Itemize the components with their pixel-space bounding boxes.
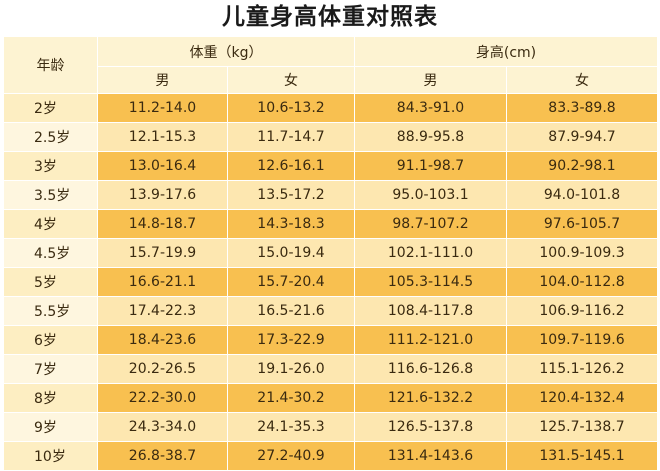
height-male-cell: 102.1-111.0 [354, 238, 507, 268]
height-female-cell: 131.5-145.1 [505, 441, 659, 471]
weight-female-cell: 19.1-26.0 [227, 354, 355, 384]
height-female-cell: 90.2-98.1 [505, 151, 659, 181]
height-male-cell: 111.2-121.0 [354, 325, 507, 355]
weight-female-cell: 27.2-40.9 [227, 441, 355, 471]
weight-male-header: 男 [97, 66, 228, 94]
weight-female-header: 女 [227, 66, 355, 94]
table-row: 3.5岁 13.9-17.6 13.5-17.2 95.0-103.1 94.0-101… [3, 180, 659, 210]
height-male-cell: 105.3-114.5 [354, 267, 507, 297]
height-male-cell: 84.3-91.0 [354, 93, 507, 123]
weight-female-cell: 10.6-13.2 [227, 93, 355, 123]
weight-female-cell: 21.4-30.2 [227, 383, 355, 413]
height-female-cell: 104.0-112.8 [505, 267, 659, 297]
weight-female-cell: 12.6-16.1 [227, 151, 355, 181]
height-female-cell: 100.9-109.3 [505, 238, 659, 268]
height-male-cell: 91.1-98.7 [354, 151, 507, 181]
weight-male-cell: 18.4-23.6 [97, 325, 228, 355]
table-row: 10岁 26.8-38.7 27.2-40.9 131.4-143.6 131.5-14… [3, 441, 659, 471]
height-female-cell: 94.0-101.8 [505, 180, 659, 210]
height-male-cell: 88.9-95.8 [354, 122, 507, 152]
weight-male-cell: 16.6-21.1 [97, 267, 228, 297]
height-female-cell: 106.9-116.2 [505, 296, 659, 326]
weight-male-cell: 11.2-14.0 [97, 93, 228, 123]
age-cell: 10岁 [3, 441, 98, 471]
table-row: 4岁 14.8-18.7 14.3-18.3 98.7-107.2 97.6-105.7 [3, 209, 659, 239]
weight-female-cell: 13.5-17.2 [227, 180, 355, 210]
weight-female-cell: 11.7-14.7 [227, 122, 355, 152]
weight-male-cell: 26.8-38.7 [97, 441, 228, 471]
weight-female-cell: 15.0-19.4 [227, 238, 355, 268]
height-male-header: 男 [354, 66, 507, 94]
height-female-cell: 87.9-94.7 [505, 122, 659, 152]
height-male-cell: 121.6-132.2 [354, 383, 507, 413]
table-row: 2岁 11.2-14.0 10.6-13.2 84.3-91.0 83.3-89.8 [3, 93, 659, 123]
weight-male-cell: 20.2-26.5 [97, 354, 228, 384]
age-cell: 2.5岁 [3, 122, 98, 152]
weight-header: 体重（kg） [97, 36, 355, 67]
age-cell: 6岁 [3, 325, 98, 355]
weight-female-cell: 15.7-20.4 [227, 267, 355, 297]
weight-male-cell: 13.9-17.6 [97, 180, 228, 210]
weight-male-cell: 13.0-16.4 [97, 151, 228, 181]
weight-male-cell: 15.7-19.9 [97, 238, 228, 268]
age-cell: 8岁 [3, 383, 98, 413]
age-header: 年龄 [3, 36, 98, 94]
table-row: 4.5岁 15.7-19.9 15.0-19.4 102.1-111.0 100.9-1… [3, 238, 659, 268]
table-body: 2岁 11.2-14.0 10.6-13.2 84.3-91.0 83.3-89.8 2.… [3, 93, 659, 471]
height-female-cell: 120.4-132.4 [505, 383, 659, 413]
height-male-cell: 131.4-143.6 [354, 441, 507, 471]
weight-male-cell: 24.3-34.0 [97, 412, 228, 442]
weight-male-cell: 17.4-22.3 [97, 296, 228, 326]
weight-male-cell: 14.8-18.7 [97, 209, 228, 239]
age-cell: 4.5岁 [3, 238, 98, 268]
table-row: 6岁 18.4-23.6 17.3-22.9 111.2-121.0 109.7-119… [3, 325, 659, 355]
age-cell: 5岁 [3, 267, 98, 297]
table-row: 5岁 16.6-21.1 15.7-20.4 105.3-114.5 104.0-112… [3, 267, 659, 297]
table-row: 9岁 24.3-34.0 24.1-35.3 126.5-137.8 125.7-138… [3, 412, 659, 442]
height-female-cell: 109.7-119.6 [505, 325, 659, 355]
height-male-cell: 98.7-107.2 [354, 209, 507, 239]
table-row: 2.5岁 12.1-15.3 11.7-14.7 88.9-95.8 87.9-94.7 [3, 122, 659, 152]
height-header: 身高(cm) [353, 36, 659, 67]
weight-female-cell: 24.1-35.3 [227, 412, 355, 442]
age-cell: 3岁 [3, 151, 98, 181]
height-male-cell: 126.5-137.8 [354, 412, 507, 442]
height-female-cell: 125.7-138.7 [505, 412, 659, 442]
age-cell: 7岁 [3, 354, 98, 384]
height-weight-table: 年龄 体重（kg） 身高(cm) 男 女 男 女 2岁 11.2-14.0 10.6… [3, 36, 659, 471]
height-female-cell: 115.1-126.2 [505, 354, 659, 384]
age-cell: 2岁 [3, 93, 98, 123]
weight-male-cell: 22.2-30.0 [97, 383, 228, 413]
page-title: 儿童身高体重对照表 [222, 4, 438, 30]
height-female-header: 女 [505, 66, 659, 94]
table-row: 3岁 13.0-16.4 12.6-16.1 91.1-98.7 90.2-98.1 [3, 151, 659, 181]
table-row: 5.5岁 17.4-22.3 16.5-21.6 108.4-117.8 106.9-1… [3, 296, 659, 326]
height-female-cell: 97.6-105.7 [505, 209, 659, 239]
table-row: 8岁 22.2-30.0 21.4-30.2 121.6-132.2 120.4-132… [3, 383, 659, 413]
height-male-cell: 108.4-117.8 [354, 296, 507, 326]
age-cell: 5.5岁 [3, 296, 98, 326]
height-female-cell: 83.3-89.8 [505, 93, 659, 123]
weight-female-cell: 14.3-18.3 [227, 209, 355, 239]
table-row: 7岁 20.2-26.5 19.1-26.0 116.6-126.8 115.1-126… [3, 354, 659, 384]
weight-female-cell: 16.5-21.6 [227, 296, 355, 326]
height-male-cell: 95.0-103.1 [354, 180, 507, 210]
age-cell: 9岁 [3, 412, 98, 442]
age-cell: 4岁 [3, 209, 98, 239]
weight-female-cell: 17.3-22.9 [227, 325, 355, 355]
height-male-cell: 116.6-126.8 [354, 354, 507, 384]
weight-male-cell: 12.1-15.3 [97, 122, 228, 152]
age-cell: 3.5岁 [3, 180, 98, 210]
